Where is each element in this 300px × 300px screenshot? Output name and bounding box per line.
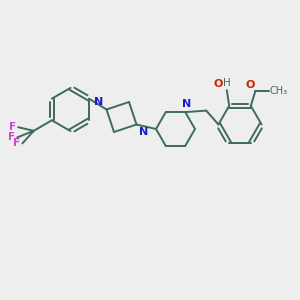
- Text: O: O: [245, 80, 254, 90]
- Text: N: N: [94, 97, 104, 107]
- Text: F: F: [14, 138, 21, 148]
- Text: F: F: [9, 122, 16, 132]
- Text: N: N: [140, 127, 149, 137]
- Text: N: N: [182, 99, 191, 109]
- Text: F: F: [8, 132, 16, 142]
- Text: CH₃: CH₃: [270, 86, 288, 96]
- Text: O: O: [214, 79, 223, 89]
- Text: H: H: [223, 78, 231, 88]
